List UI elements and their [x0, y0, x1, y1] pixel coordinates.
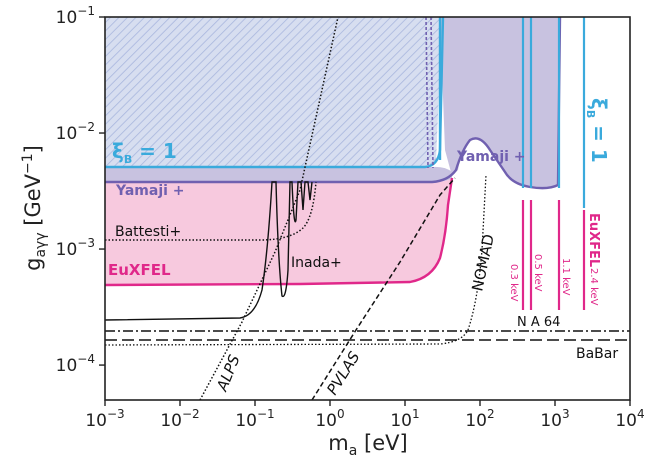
- y-axis-label: gaγγ [GeV−1]: [20, 145, 49, 271]
- battesti-label: Battesti+: [115, 224, 181, 240]
- x-tick-label: 10−1: [235, 407, 274, 431]
- kev-0-5-label: 0.5 keV: [532, 254, 543, 292]
- x-tick-label: 102: [465, 407, 494, 431]
- yamaji-right-label: Yamaji +: [456, 149, 526, 165]
- yamaji-left-region: [105, 166, 452, 182]
- euxfel-right-label: EuXFEL: [586, 213, 601, 267]
- y-tick-label: 10−2: [56, 120, 95, 144]
- kev-1-1-label: 1.1 keV: [560, 258, 571, 296]
- euxfel-region: [105, 178, 452, 285]
- x-tick-label: 103: [540, 407, 569, 431]
- y-tick-label: 10−3: [56, 236, 95, 260]
- inada-line: [105, 181, 313, 321]
- xi-b-right-label: ξB = 1: [584, 98, 611, 163]
- x-axis-ticks: 10−3 10−2 10−1 100 101 102 103 104: [85, 400, 645, 431]
- xi-b-left-label: ξB = 1: [112, 139, 177, 166]
- alps-label: ALPS: [213, 352, 244, 395]
- xi-b-hatched-region: [105, 17, 442, 167]
- x-tick-label: 10−2: [160, 407, 199, 431]
- x-tick-label: 104: [615, 407, 644, 431]
- nomad-label: NOMAD: [468, 233, 498, 293]
- y-tick-label: 10−1: [56, 4, 95, 28]
- x-axis-label: ma [eV]: [328, 431, 407, 458]
- yamaji-boundary-line: [105, 17, 562, 190]
- yamaji-left-label: Yamaji +: [115, 183, 185, 199]
- euxfel-boundary-line: [105, 177, 454, 287]
- yamaji-dashed-vertical-2: [430, 17, 434, 169]
- na64-label: N A 64: [517, 315, 560, 330]
- pvlas-line: [311, 177, 456, 400]
- kev-0-3-label: 0.3 keV: [508, 264, 519, 302]
- plot-area: [105, 17, 630, 400]
- euxfel-left-label: EuXFEL: [108, 261, 171, 279]
- babar-label: BaBar: [576, 346, 618, 362]
- y-tick-label: 10−4: [56, 352, 95, 376]
- kev-2-4-label: 2.4 keV: [588, 268, 599, 306]
- x-tick-label: 10−3: [85, 407, 124, 431]
- battesti-line: [105, 181, 317, 241]
- inada-label: Inada+: [291, 255, 342, 271]
- plot-frame: [104, 16, 631, 401]
- yamaji-dashed-vertical-1: [425, 17, 429, 169]
- x-tick-label: 101: [390, 407, 419, 431]
- alps-line: [199, 17, 339, 400]
- x-tick-label: 100: [315, 407, 344, 431]
- nomad-line: [105, 174, 487, 346]
- y-axis-ticks: 10−4 10−3 10−2 10−1: [56, 4, 105, 376]
